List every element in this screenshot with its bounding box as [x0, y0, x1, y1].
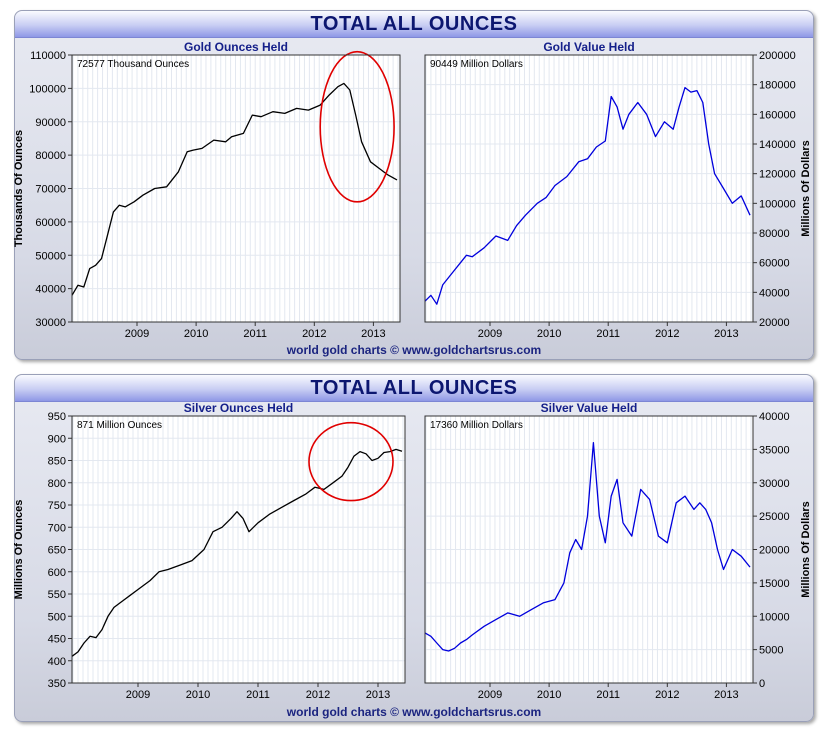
source-credit: world gold charts © www.goldchartsrus.co…	[286, 343, 542, 357]
y-tick-label: 400	[48, 656, 66, 668]
y-tick-label: 120000	[759, 169, 796, 181]
y-tick-label: 20000	[759, 317, 790, 329]
y-tick-label: 30000	[35, 317, 66, 329]
highlight-ellipse	[308, 421, 394, 502]
y-tick-label: 100000	[759, 198, 796, 210]
y-axis-label: Millions Of Dollars	[800, 140, 812, 237]
source-credit: world gold charts © www.goldchartsrus.co…	[286, 705, 542, 719]
y-tick-label: 5000	[759, 645, 783, 657]
y-tick-label: 350	[48, 678, 66, 690]
x-tick-label: 2010	[186, 689, 210, 701]
series-line	[71, 448, 403, 657]
y-tick-label: 600	[48, 567, 66, 579]
y-tick-label: 15000	[759, 578, 790, 590]
gold-ounces-chart: 2009 2010 2011 2012 2013 30000 40000 50000 60000…	[13, 40, 401, 340]
x-tick-label: 2013	[366, 689, 390, 701]
y-tick-label: 180000	[759, 80, 796, 92]
series-line	[424, 442, 751, 652]
y-tick-label: 650	[48, 545, 66, 557]
value-annotation: 871 Million Ounces	[77, 420, 162, 431]
y-tick-label: 100000	[29, 83, 66, 95]
x-tick-label: 2013	[361, 328, 385, 340]
x-tick-label: 2011	[596, 328, 620, 340]
y-tick-label: 60000	[759, 258, 790, 270]
x-tick-label: 2013	[714, 689, 738, 701]
silver-ounces-chart: 2009 2010 2011 2012 2013 350 400 450 500 550 600 65…	[13, 401, 406, 701]
series-line	[71, 82, 398, 296]
y-tick-label: 90000	[35, 117, 66, 129]
y-tick-label: 200000	[759, 50, 796, 62]
panel-title: TOTAL ALL OUNCES	[15, 375, 813, 402]
y-tick-label: 60000	[35, 217, 66, 229]
y-tick-label: 110000	[30, 50, 66, 62]
y-axis-label: Thousands Of Ounces	[13, 130, 25, 247]
y-tick-label: 700	[48, 522, 66, 534]
y-tick-label: 450	[48, 634, 66, 646]
y-tick-label: 80000	[35, 150, 66, 162]
y-tick-label: 500	[48, 611, 66, 623]
x-tick-label: 2009	[125, 328, 149, 340]
y-tick-label: 40000	[759, 287, 790, 299]
y-axis-label: Millions Of Dollars	[800, 501, 812, 598]
y-tick-label: 20000	[759, 545, 790, 557]
x-tick-label: 2010	[184, 328, 208, 340]
y-tick-label: 850	[48, 456, 66, 468]
chart-title: Gold Value Held	[543, 40, 634, 54]
y-tick-label: 0	[759, 678, 765, 690]
y-tick-label: 80000	[759, 228, 790, 240]
chart-title: Silver Ounces Held	[184, 401, 293, 415]
y-tick-label: 550	[48, 589, 66, 601]
x-tick-label: 2009	[478, 689, 502, 701]
y-tick-label: 40000	[759, 411, 790, 423]
y-tick-label: 25000	[759, 511, 790, 523]
y-tick-label: 70000	[35, 184, 66, 196]
x-tick-label: 2012	[302, 328, 326, 340]
y-tick-label: 800	[48, 478, 66, 490]
x-tick-label: 2010	[537, 689, 561, 701]
x-tick-label: 2013	[714, 328, 738, 340]
x-tick-label: 2010	[537, 328, 561, 340]
value-annotation: 90449 Million Dollars	[430, 59, 523, 70]
x-tick-label: 2011	[243, 328, 267, 340]
highlight-ellipse	[319, 50, 395, 203]
value-annotation: 17360 Million Dollars	[430, 420, 523, 431]
panel-title: TOTAL ALL OUNCES	[15, 11, 813, 38]
y-tick-label: 900	[48, 433, 66, 445]
y-tick-label: 30000	[759, 478, 790, 490]
y-tick-label: 160000	[759, 109, 796, 121]
chart-title: Gold Ounces Held	[184, 40, 288, 54]
gold-value-chart: 2009 2010 2011 2012 2013 20000 40000 60000 80000…	[424, 40, 812, 340]
x-tick-label: 2012	[655, 689, 679, 701]
y-tick-label: 40000	[35, 284, 66, 296]
series-line	[424, 86, 751, 305]
y-tick-label: 50000	[35, 250, 66, 262]
silver-value-chart: 2009 2010 2011 2012 2013 0 5000 10000 15000 20000…	[424, 401, 812, 701]
x-tick-label: 2009	[126, 689, 150, 701]
value-annotation: 72577 Thousand Ounces	[77, 59, 189, 70]
x-tick-label: 2011	[246, 689, 270, 701]
y-tick-label: 750	[48, 500, 66, 512]
y-tick-label: 10000	[759, 611, 790, 623]
x-tick-label: 2012	[655, 328, 679, 340]
y-tick-label: 950	[48, 411, 66, 423]
y-tick-label: 35000	[759, 444, 790, 456]
chart-title: Silver Value Held	[541, 401, 638, 415]
x-tick-label: 2009	[478, 328, 502, 340]
y-axis-label: Millions Of Ounces	[13, 500, 25, 600]
x-tick-label: 2011	[596, 689, 620, 701]
plot-frame	[424, 54, 754, 323]
y-tick-label: 140000	[759, 139, 796, 151]
x-tick-label: 2012	[306, 689, 330, 701]
